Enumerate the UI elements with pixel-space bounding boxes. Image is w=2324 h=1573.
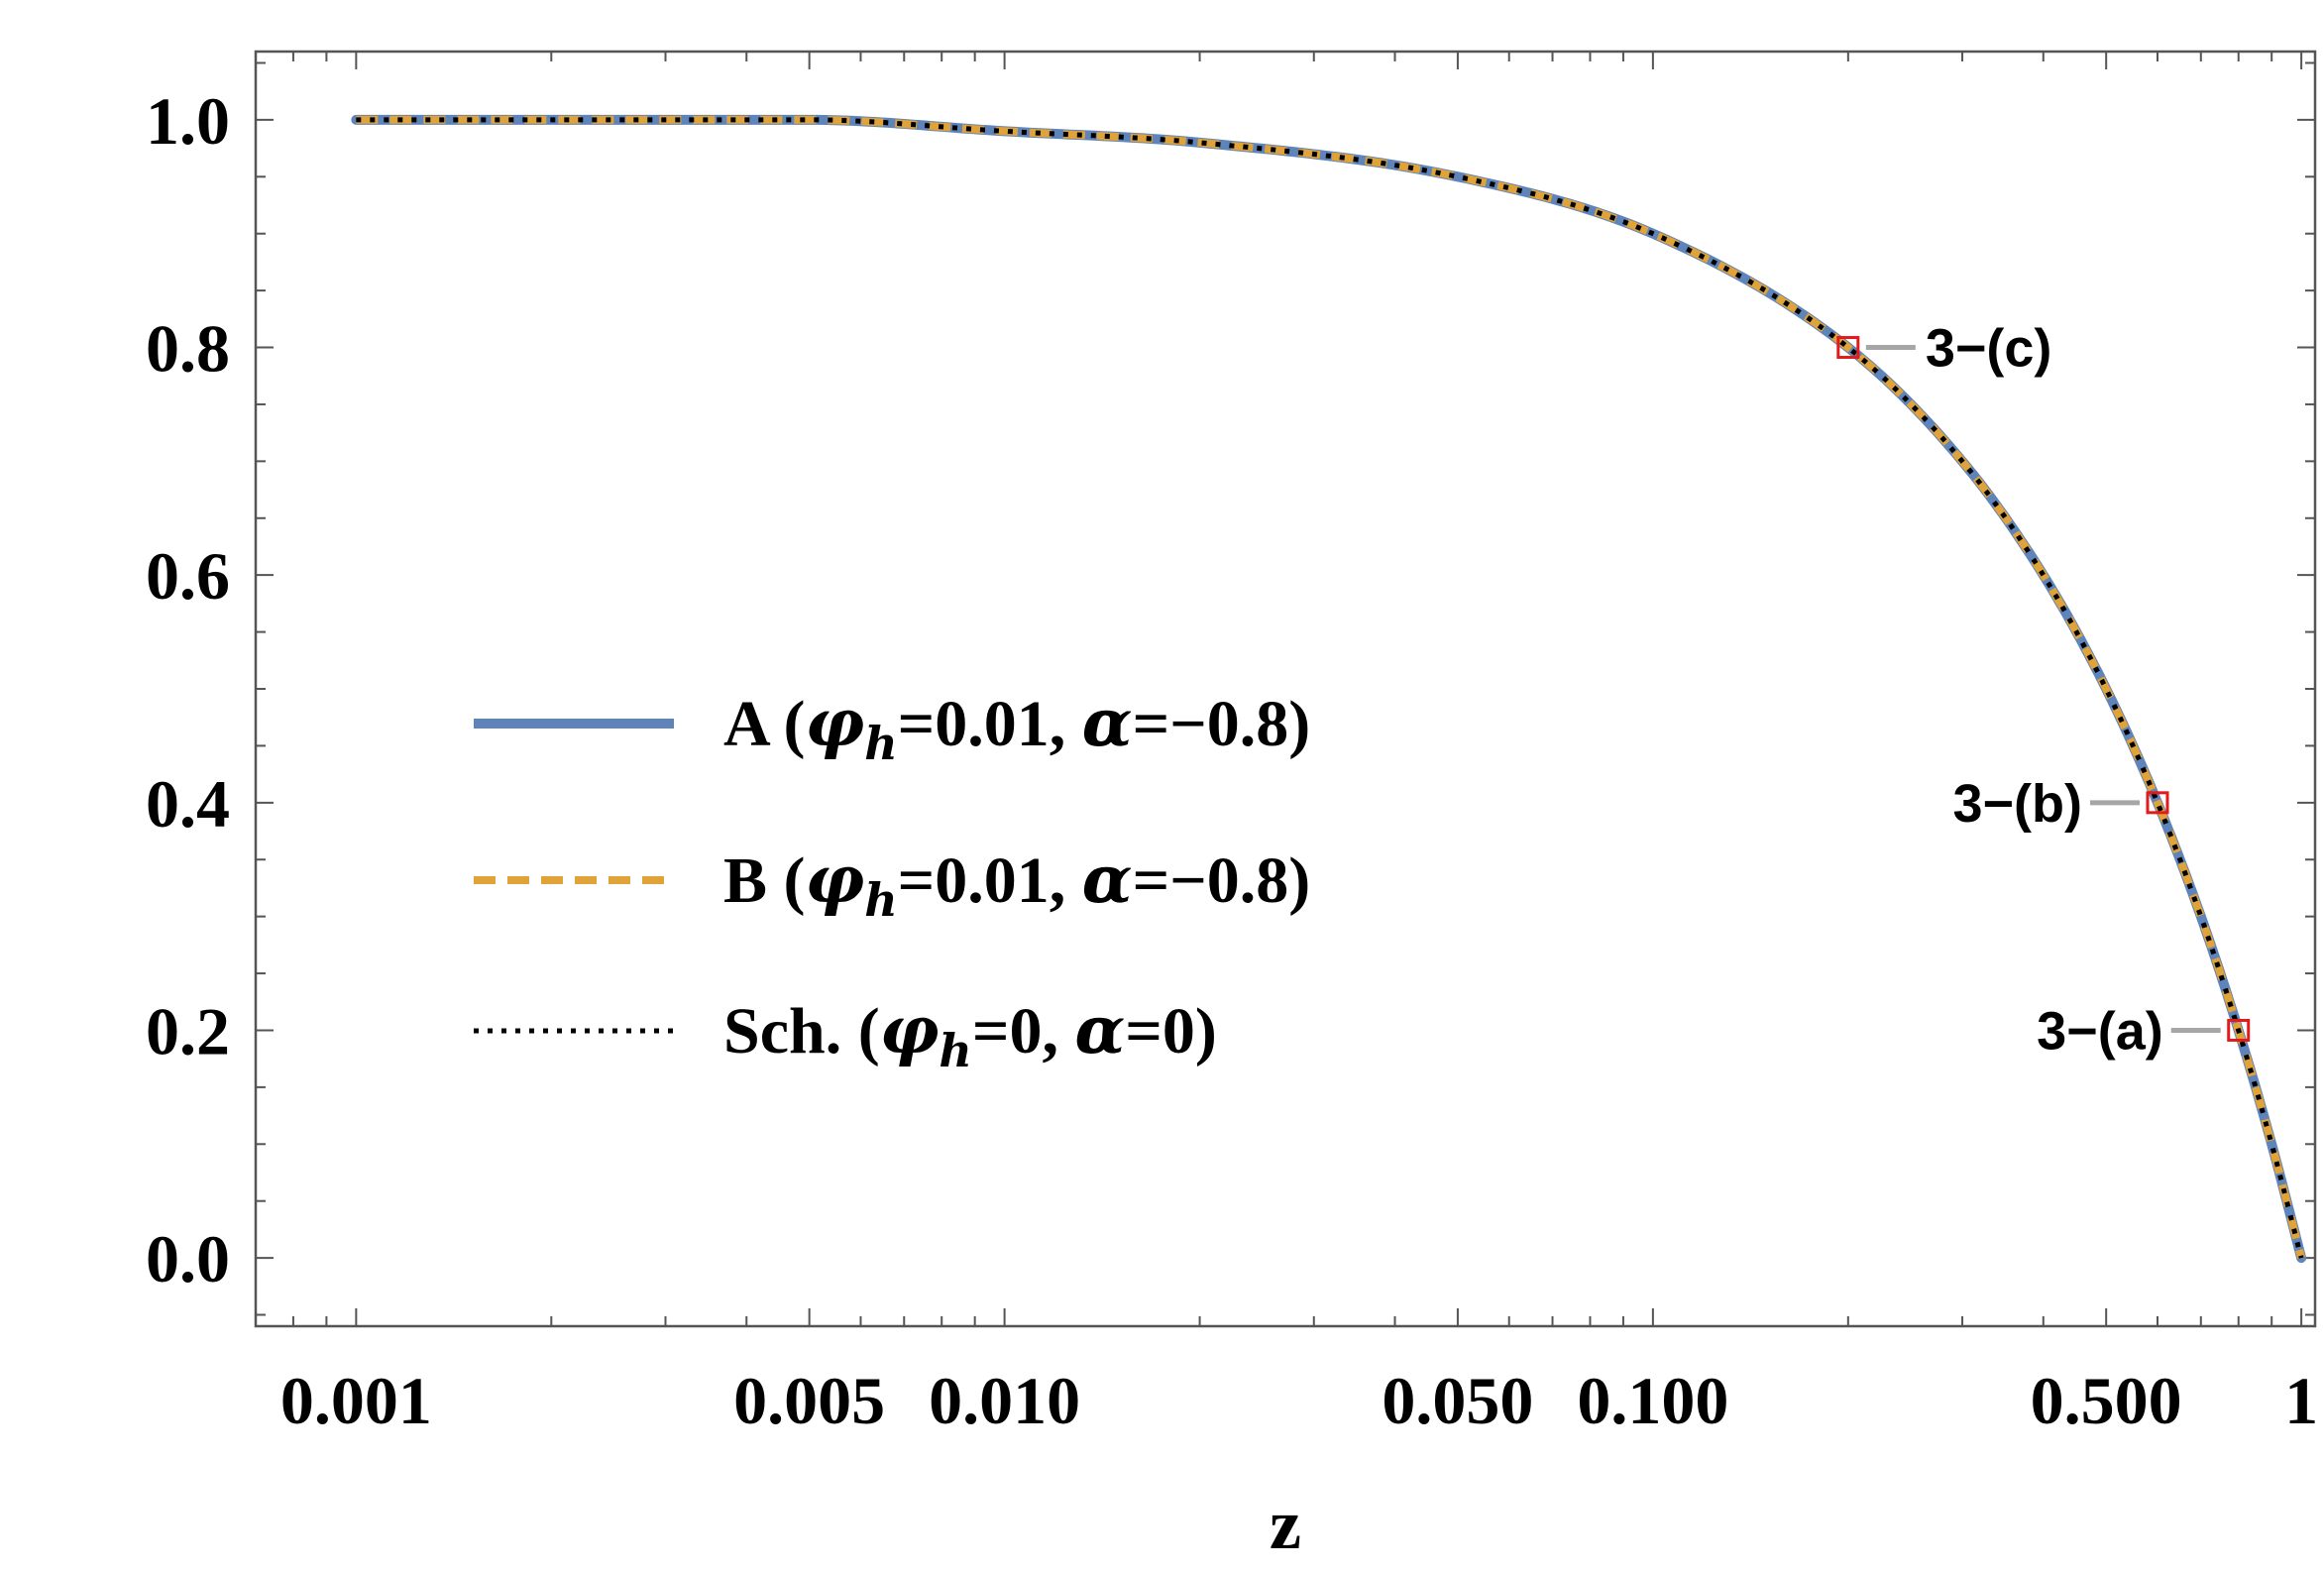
legend-label: A (φh=0.01, α=−0.8): [723, 684, 1310, 770]
annotation-label: 3−(a): [2037, 1001, 2163, 1061]
x-tick-label: 0.100: [1577, 1363, 1728, 1438]
annotations: 3−(a) 3−(b) 3−(c): [1836, 319, 2251, 1061]
legend-sub: h: [864, 717, 897, 770]
legend-suffix: =−0.8): [1133, 844, 1311, 917]
x-tick-label: 0.500: [2031, 1363, 2182, 1438]
legend-sym2: α: [1082, 841, 1133, 918]
y-tick-label: 0.6: [146, 538, 230, 614]
legend-prefix: Sch. (: [723, 995, 880, 1067]
legend-mid: =0.01,: [898, 844, 1082, 917]
y-tick-label: 0.0: [146, 1221, 230, 1296]
legend-mid: =0.01,: [898, 688, 1082, 760]
legend-mid: =0,: [972, 995, 1075, 1067]
series-line-a: [351, 114, 2307, 1264]
legend-sym1: φ: [806, 841, 865, 918]
series-layer: [351, 114, 2307, 1264]
legend-sym2: α: [1074, 991, 1125, 1068]
legend-label: Sch. (φh=0, α=0): [723, 991, 1217, 1077]
y-tick-label: 1.0: [146, 83, 230, 159]
legend-sym1: φ: [880, 991, 940, 1068]
y-tick-label: 0.4: [146, 766, 230, 842]
legend-prefix: A (: [723, 688, 806, 760]
legend-suffix: =−0.8): [1133, 688, 1311, 760]
x-tick-label: 0.005: [733, 1363, 885, 1438]
legend: A (φh=0.01, α=−0.8)B (φh=0.01, α=−0.8)Sc…: [474, 684, 1310, 1077]
x-tick-label: 0.010: [929, 1363, 1080, 1438]
legend-suffix: =0): [1125, 995, 1217, 1067]
x-tick-label: 0.001: [280, 1363, 432, 1438]
legend-label: B (φh=0.01, α=−0.8): [723, 841, 1310, 927]
y-tick-label: 0.2: [146, 993, 230, 1068]
annotation-marker: [2227, 1018, 2251, 1042]
annotation-marker: [1836, 336, 1860, 360]
legend-sym1: φ: [806, 684, 865, 761]
y-tick-label: 0.8: [146, 311, 230, 387]
x-axis-title: z: [1270, 1485, 1301, 1564]
legend-sub: h: [939, 1024, 971, 1077]
x-tick-label: 0.050: [1382, 1363, 1533, 1438]
legend-sym2: α: [1082, 684, 1133, 761]
legend-sub: h: [864, 873, 897, 927]
annotation-label: 3−(b): [1952, 774, 2082, 834]
x-tick-label: 1: [2284, 1363, 2318, 1438]
series-line-sch: [356, 117, 2304, 1259]
legend-prefix: B (: [723, 844, 806, 917]
annotation-label: 3−(c): [1926, 319, 2052, 379]
annotation-marker: [2146, 791, 2169, 815]
series-line-b: [356, 115, 2305, 1260]
tick-labels: 0.0 0.2 0.4 0.6 0.8 1.0 0.001 0.005 0.010 0.050 0.…: [146, 83, 2318, 1438]
